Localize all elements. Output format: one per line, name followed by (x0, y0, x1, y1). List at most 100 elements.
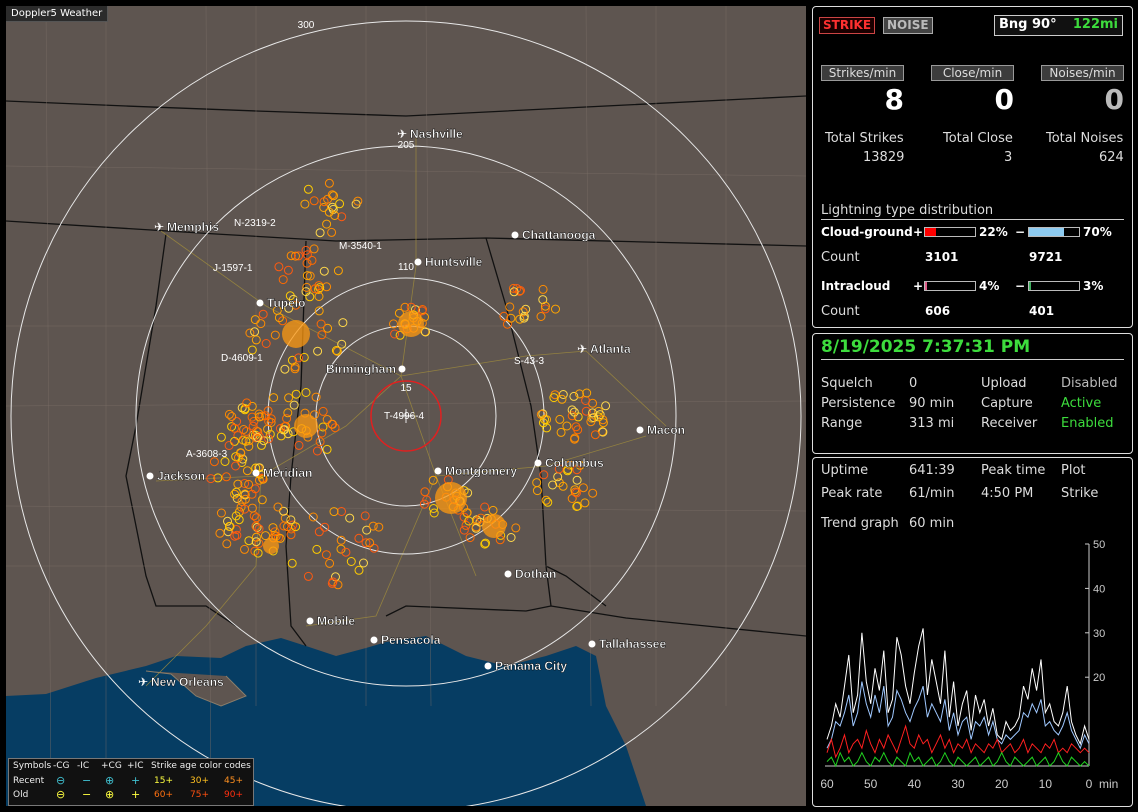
city-memphis[interactable]: ✈ Memphis (154, 220, 220, 234)
city-dot-icon (370, 636, 378, 644)
city-birmingham[interactable]: Birmingham (326, 362, 406, 376)
radar-map[interactable]: Doppler5 Weather (6, 6, 806, 806)
strike-marker (506, 313, 516, 323)
ic-minus-sign: − (1015, 279, 1026, 293)
legend-recent: Recent (13, 776, 45, 786)
strike-marker (429, 504, 438, 513)
city-pensacola[interactable]: Pensacola (370, 633, 441, 647)
strike-marker (562, 421, 572, 431)
age-90: 90+ (224, 790, 243, 800)
city-macon[interactable]: Macon (636, 423, 686, 437)
strike-marker (251, 532, 261, 542)
strike-marker (230, 489, 240, 499)
city-panama-city[interactable]: Panama City (484, 659, 568, 673)
noises-per-min-label[interactable]: Noises/min (1041, 65, 1124, 81)
strike-marker (305, 271, 315, 281)
strike-marker (428, 475, 438, 485)
strike-marker (261, 531, 270, 541)
legend-symbols-title: Symbols (13, 761, 52, 771)
strike-marker (341, 547, 351, 557)
strike-marker (314, 292, 324, 301)
capture-label: Capture (981, 396, 1033, 411)
close-per-min-label[interactable]: Close/min (931, 65, 1014, 81)
city-new-orleans[interactable]: ✈ New Orleans (138, 675, 224, 689)
strike-marker (309, 244, 319, 254)
city-tallahassee[interactable]: Tallahassee (588, 637, 667, 651)
strike-marker (322, 444, 332, 454)
strike-marker (254, 475, 264, 485)
strike-marker (233, 479, 243, 489)
strike-marker (253, 548, 263, 558)
strike-marker (581, 396, 591, 405)
strike-marker (572, 502, 582, 511)
plot-value[interactable]: Strike (1061, 486, 1099, 501)
strike-cluster (282, 320, 310, 348)
city-atlanta[interactable]: ✈ Atlanta (577, 342, 631, 356)
city-columbus[interactable]: Columbus (534, 456, 604, 470)
trend-series-1 (826, 681, 1090, 750)
cg-plus-sign: + (913, 225, 924, 239)
strike-marker (314, 285, 323, 294)
city-chattanooga[interactable]: Chattanooga (511, 228, 596, 242)
city-montgomery[interactable]: Montgomery (434, 464, 518, 478)
city-dot-icon (588, 640, 596, 648)
strike-marker (288, 294, 298, 304)
noises-per-min-value: 0 (1104, 83, 1124, 116)
city-huntsville[interactable]: Huntsville (414, 255, 483, 269)
strike-marker (234, 453, 243, 463)
strikes-per-min-label[interactable]: Strikes/min (821, 65, 904, 81)
strike-marker (247, 489, 257, 499)
strike-cluster (294, 414, 318, 438)
storm-tag-j: J-1597-1 (213, 263, 253, 274)
strike-marker (324, 207, 334, 217)
city-mobile[interactable]: Mobile (306, 614, 356, 628)
x-tick-label: 30 (951, 777, 965, 791)
map-canvas[interactable]: ✈ Nashville ✈ Memphis ✈ Atlanta ✈ New Orleans Ch… (6, 6, 806, 806)
strike-marker (511, 523, 521, 533)
city-jackson[interactable]: Jackson (146, 469, 206, 483)
strike-marker (241, 426, 251, 436)
ic-plus-sign: + (913, 279, 924, 293)
receiver-status-panel: 8/19/2025 7:37:31 PM Squelch 0 Upload Di… (812, 333, 1133, 454)
strike-marker (313, 346, 323, 356)
y-tick-label: 50 (1093, 539, 1105, 551)
storm-tag-n: N-2319-2 (234, 218, 276, 229)
strike-marker (288, 520, 298, 530)
city-dot-icon (256, 299, 264, 307)
strike-marker (569, 407, 579, 417)
strike-marker (601, 401, 611, 411)
strike-marker (302, 258, 312, 268)
old-neg-cg-icon: ⊖ (56, 788, 66, 801)
strike-marker (360, 511, 370, 521)
strike-stats-panel: STRIKE NOISE Bng 90° 122mi Strikes/min C… (812, 6, 1133, 328)
strike-marker (265, 429, 275, 439)
strike-marker (590, 430, 600, 440)
bearing-value: Bng 90° (999, 17, 1057, 32)
city-nashville[interactable]: ✈ Nashville (397, 127, 463, 141)
strike-marker (400, 302, 410, 312)
strike-marker (284, 393, 294, 403)
ic-positive-fill (925, 282, 927, 290)
city-dot-icon (414, 258, 422, 266)
city-meridian[interactable]: Meridian (252, 466, 313, 480)
storm-tag-t: T-4996-4 (384, 411, 424, 422)
ic-positive-count: 606 (925, 304, 951, 318)
city-tupelo[interactable]: Tupelo (256, 296, 306, 310)
strike-marker (354, 533, 364, 543)
strike-marker (283, 265, 293, 275)
strike-marker (301, 388, 311, 397)
trend-series-2 (826, 724, 1090, 759)
city-dothan[interactable]: Dothan (504, 567, 557, 581)
strike-marker (224, 521, 234, 531)
strike-marker (588, 408, 597, 418)
status-divider (821, 359, 1124, 360)
peak-rate-value: 61/min (909, 486, 955, 501)
strike-marker (328, 419, 337, 429)
noise-mode-button[interactable]: NOISE (883, 17, 933, 34)
x-tick-label: 50 (864, 777, 878, 791)
capture-value: Active (1061, 396, 1102, 411)
trend-graph-label: Trend graph (821, 516, 899, 531)
strike-mode-button[interactable]: STRIKE (819, 17, 876, 34)
city-dot-icon (146, 472, 154, 480)
storm-tag-d: D-4609-1 (221, 353, 263, 364)
